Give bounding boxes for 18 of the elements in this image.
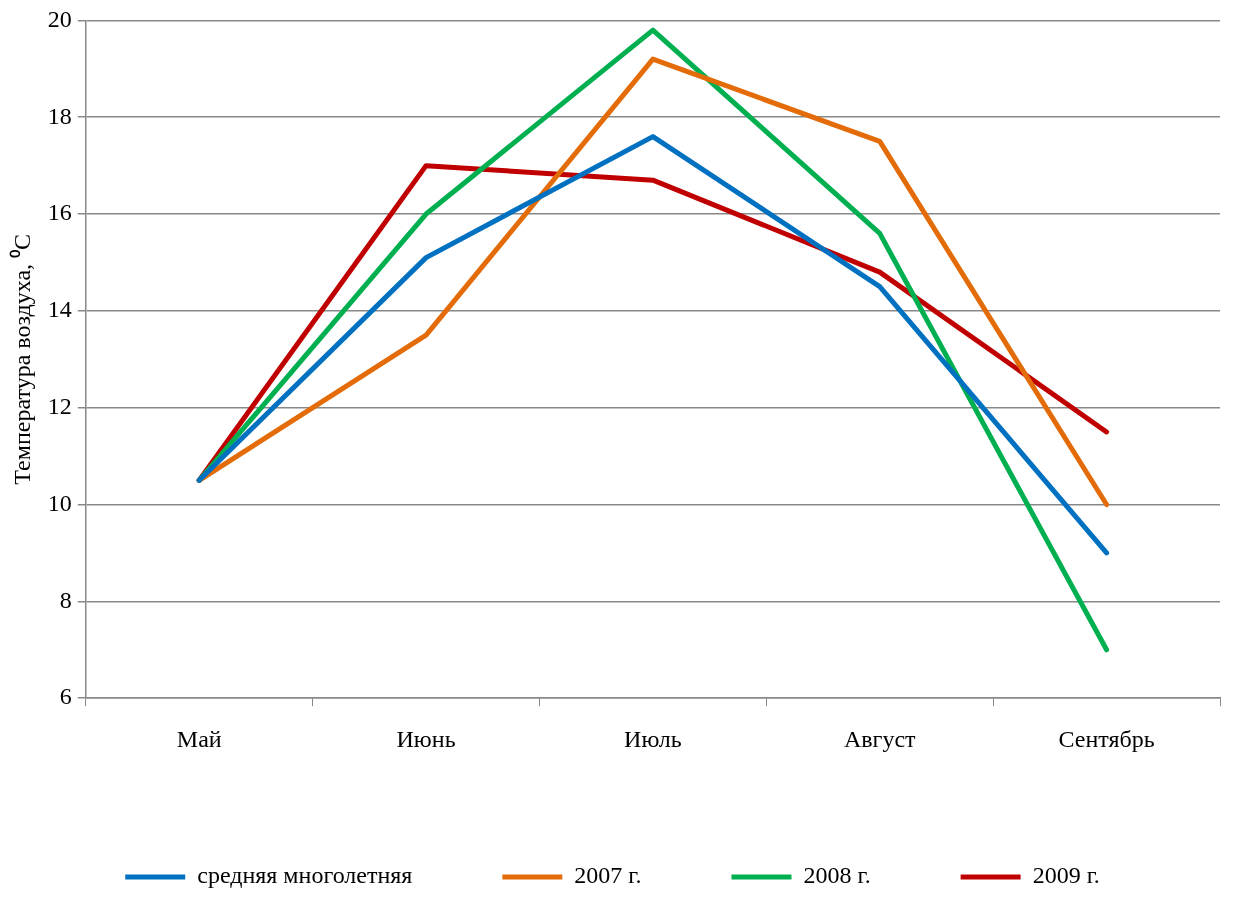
y-tick-label: 16 <box>47 199 72 226</box>
x-tick-label: Июнь <box>396 725 456 752</box>
y-tick-label: 6 <box>59 683 72 710</box>
y-tick-label: 12 <box>47 393 72 420</box>
x-tick-label: Август <box>843 725 917 752</box>
x-tick-label: Май <box>176 725 222 752</box>
y-tick-label: 8 <box>59 586 72 613</box>
y-tick-label: 14 <box>47 296 72 323</box>
x-tick-label: Сентябрь <box>1058 725 1155 752</box>
legend-label: 2008 г. <box>803 862 871 889</box>
y-tick-label: 18 <box>47 102 72 129</box>
y-tick-label: 10 <box>47 489 72 516</box>
legend-label: 2009 г. <box>1032 862 1100 889</box>
legend-label: 2007 г. <box>574 862 642 889</box>
y-axis-title: Температура воздуха, ⁰C <box>8 233 35 485</box>
y-tick-label: 20 <box>47 5 72 32</box>
x-tick-label: Июль <box>624 725 682 752</box>
legend-label: средняя многолетняя <box>197 862 413 889</box>
